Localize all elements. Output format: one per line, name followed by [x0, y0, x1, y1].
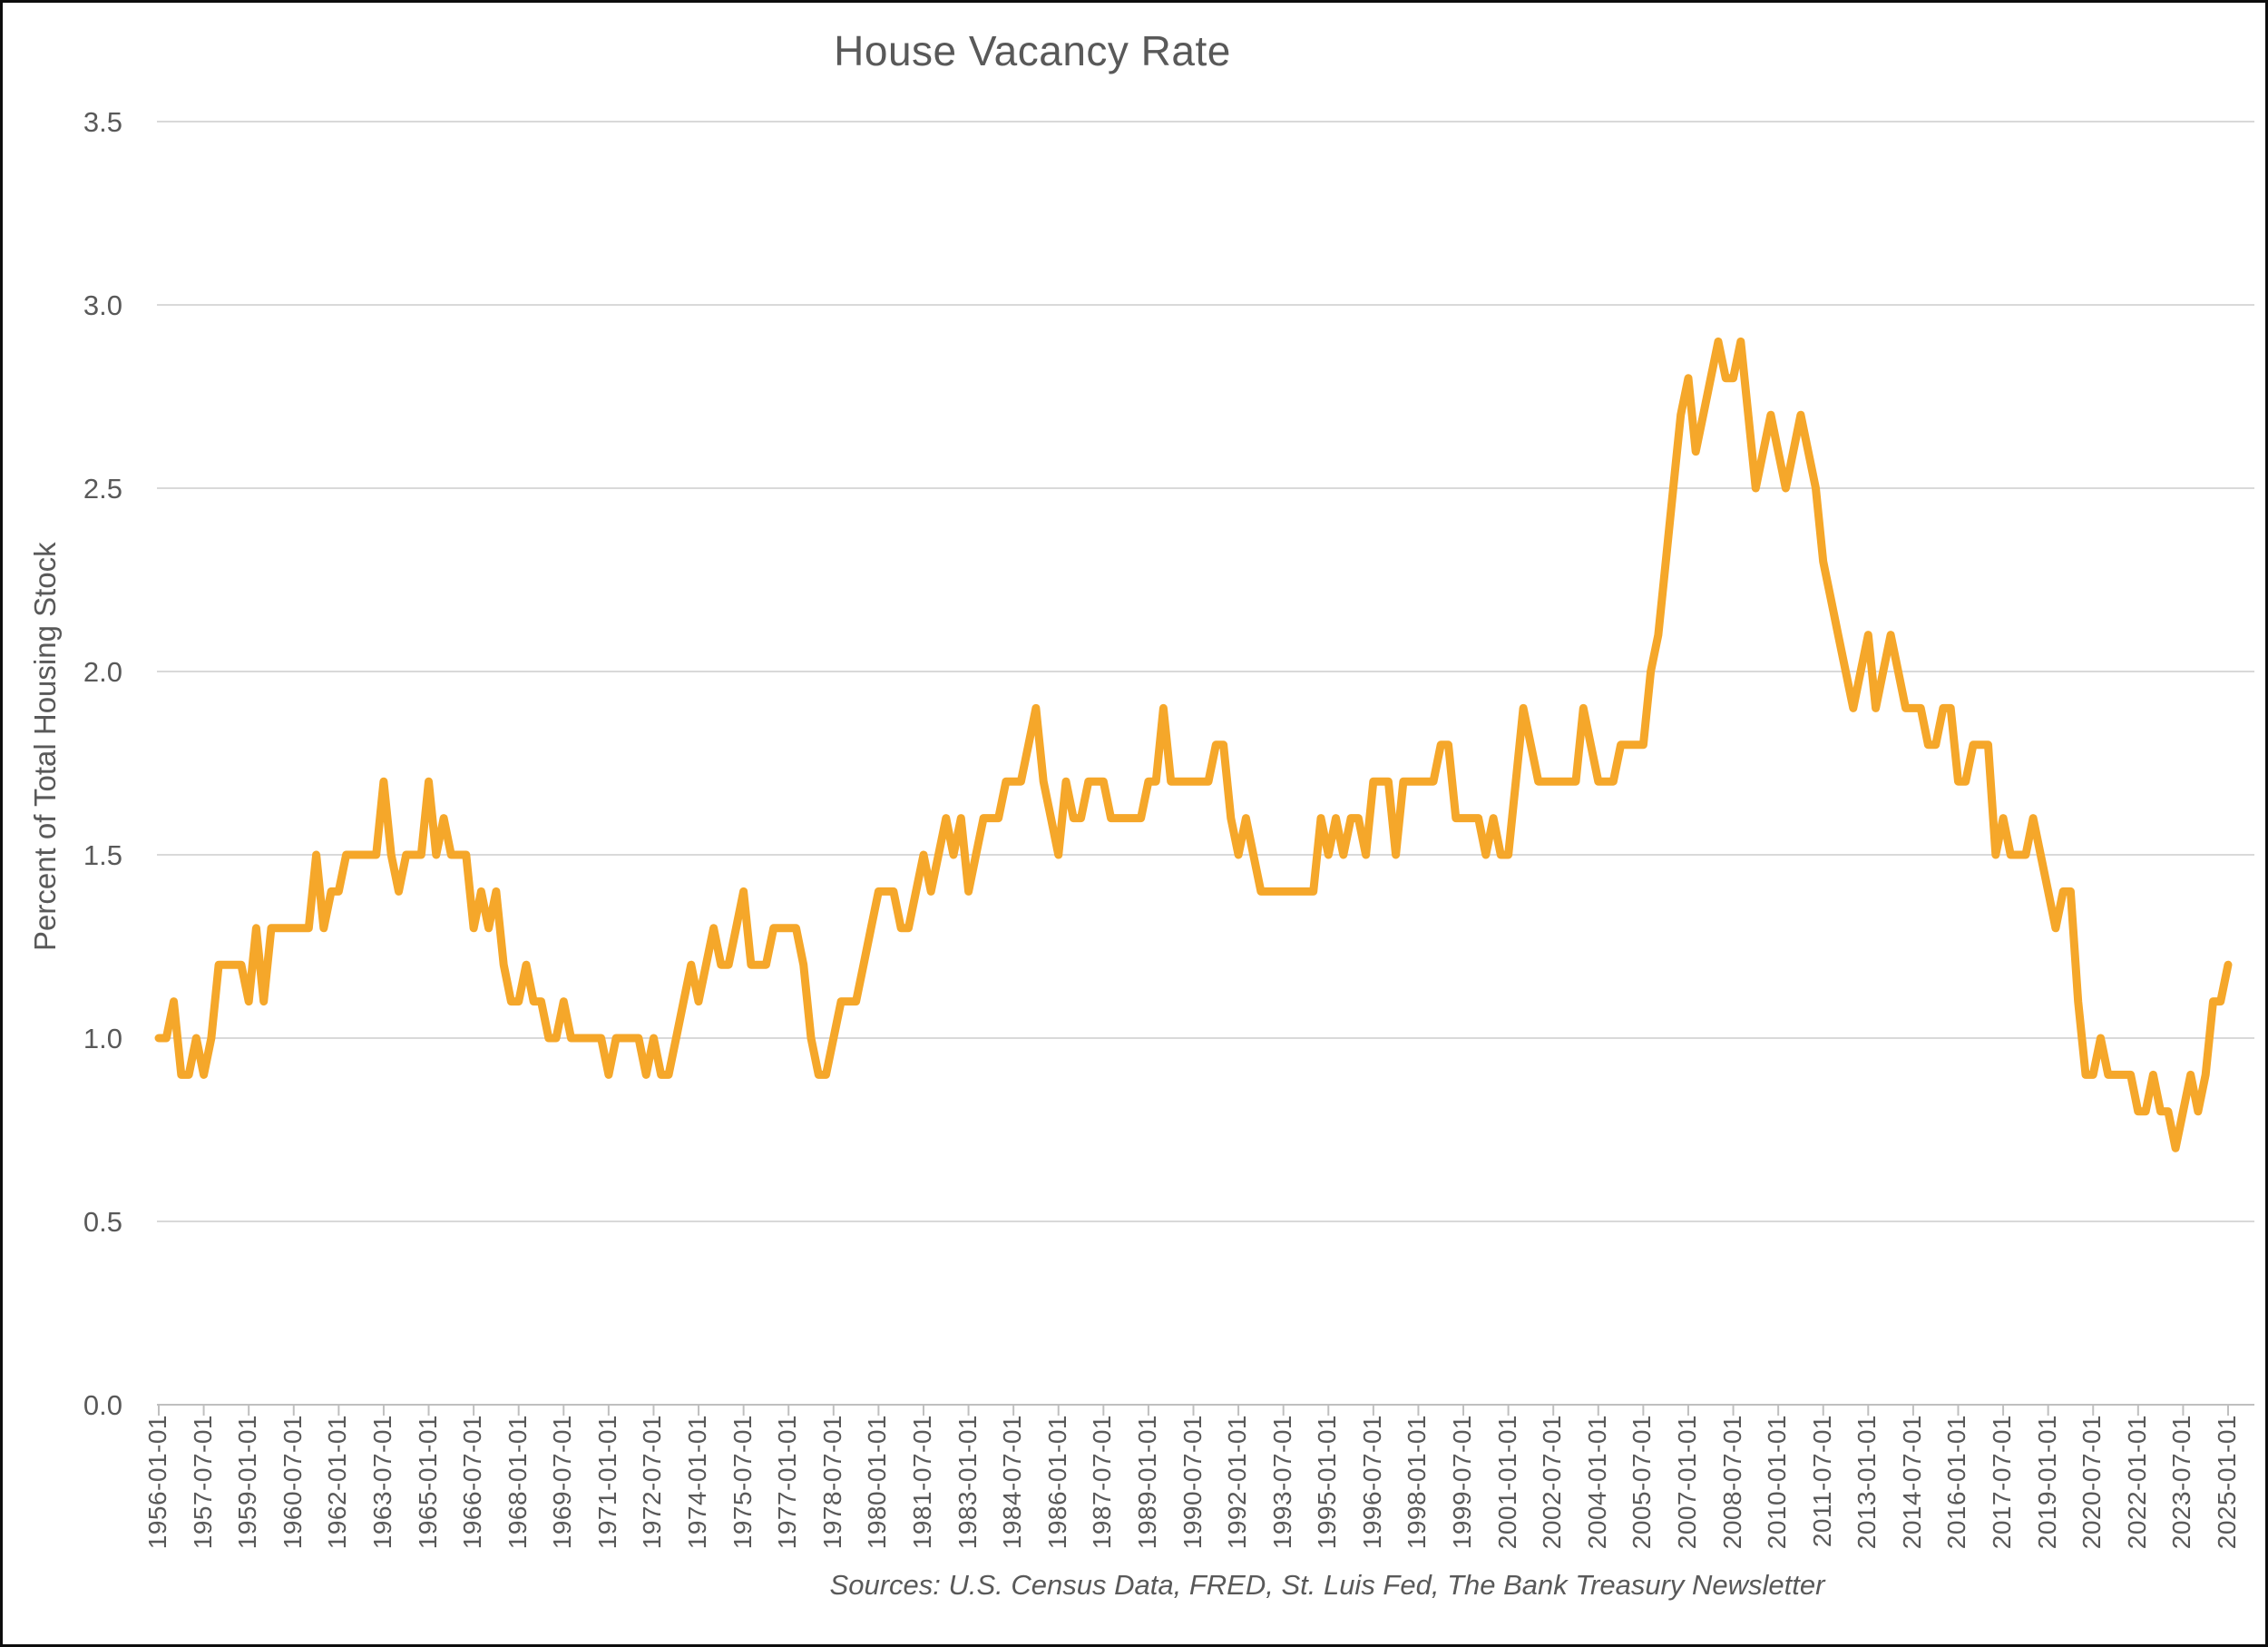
x-axis-tick-label: 2004-01-01	[1582, 1415, 1611, 1550]
x-axis-tick-label: 2011-07-01	[1807, 1415, 1836, 1548]
chart-title: House Vacancy Rate	[834, 27, 1231, 74]
y-axis-tick-label: 3.5	[83, 106, 122, 138]
x-axis-tick-label: 2013-01-01	[1853, 1415, 1882, 1550]
y-axis-tick-label: 2.0	[83, 656, 122, 688]
x-axis-tick-label: 1996-07-01	[1357, 1415, 1386, 1550]
x-axis-tick-label: 1957-07-01	[188, 1415, 217, 1550]
x-axis-tick-label: 1965-01-01	[413, 1415, 442, 1550]
x-axis-tick-label: 1974-01-01	[683, 1415, 712, 1550]
x-axis-tick-label: 1989-01-01	[1132, 1415, 1161, 1550]
x-axis-tick-label: 1990-07-01	[1178, 1415, 1207, 1550]
plot-area	[154, 121, 2254, 1416]
x-axis-tick-label: 1998-01-01	[1403, 1415, 1432, 1550]
y-axis-tick-label: 1.0	[83, 1023, 122, 1054]
x-axis-tick-label: 1971-01-01	[592, 1415, 621, 1550]
x-axis-tick-label: 1995-01-01	[1313, 1415, 1342, 1550]
x-axis-tick-label: 2017-07-01	[1988, 1415, 2017, 1550]
x-axis-tick-label: 1969-07-01	[548, 1415, 577, 1550]
x-axis-tick-label: 1962-01-01	[323, 1415, 352, 1550]
x-axis-tick-label: 1977-01-01	[773, 1415, 802, 1550]
x-axis-tick-label: 2007-01-01	[1672, 1415, 1701, 1550]
x-axis-tick-label: 2001-01-01	[1492, 1415, 1521, 1550]
x-axis-tick-label: 2019-01-01	[2032, 1415, 2061, 1550]
y-axis-tick-label: 0.5	[83, 1206, 122, 1238]
x-axis-tick-label: 2002-07-01	[1538, 1415, 1567, 1550]
x-axis-tick-label: 1959-01-01	[233, 1415, 262, 1550]
x-axis-tick-label: 1981-07-01	[907, 1415, 936, 1550]
x-axis-tick-label: 1999-07-01	[1448, 1415, 1477, 1550]
y-axis-tick-label: 3.0	[83, 289, 122, 321]
x-axis-tick-label: 2014-07-01	[1897, 1415, 1926, 1550]
y-axis-tick-label: 1.5	[83, 839, 122, 871]
x-axis-tick-label: 2023-07-01	[2167, 1415, 2196, 1550]
x-axis-tick-label: 1986-01-01	[1042, 1415, 1071, 1550]
x-axis-tick-label: 2005-07-01	[1628, 1415, 1657, 1550]
x-axis-tick-label: 2008-07-01	[1717, 1415, 1746, 1550]
y-axis-tick-label: 0.0	[83, 1389, 122, 1421]
x-axis-tick-label: 1992-01-01	[1223, 1415, 1252, 1550]
x-axis-tick-label: 1960-07-01	[278, 1415, 307, 1550]
x-axis-tick-label: 1984-07-01	[998, 1415, 1027, 1550]
x-axis-tick-label: 2022-01-01	[2122, 1415, 2151, 1550]
x-axis-tick-label: 1987-07-01	[1088, 1415, 1117, 1550]
x-axis-tick-label: 1975-07-01	[728, 1415, 757, 1550]
x-axis-tick-label: 1983-01-01	[953, 1415, 982, 1550]
x-axis-tick-label: 1956-01-01	[143, 1415, 171, 1550]
source-note: Sources: U.S. Census Data, FRED, St. Lui…	[829, 1569, 1825, 1601]
x-axis-tick-label: 1980-01-01	[863, 1415, 892, 1550]
x-axis-tick-label: 1966-07-01	[458, 1415, 487, 1550]
x-axis-tick-label: 1993-07-01	[1267, 1415, 1296, 1550]
y-axis-tick-label: 2.5	[83, 473, 122, 505]
x-axis-tick-label: 2016-01-01	[1942, 1415, 1971, 1550]
x-axis-tick-label: 2020-07-01	[2077, 1415, 2107, 1550]
x-axis-tick-label: 1972-07-01	[638, 1415, 667, 1550]
x-axis-tick-label: 2010-01-01	[1763, 1415, 1792, 1550]
x-axis-tick-label: 1968-01-01	[503, 1415, 532, 1550]
x-axis-tick-label: 2025-01-01	[2213, 1415, 2241, 1550]
vacancy-rate-line	[154, 337, 2233, 1152]
x-axis-tick-label: 1963-07-01	[367, 1415, 396, 1550]
x-axis-tick-label: 1978-07-01	[817, 1415, 846, 1550]
